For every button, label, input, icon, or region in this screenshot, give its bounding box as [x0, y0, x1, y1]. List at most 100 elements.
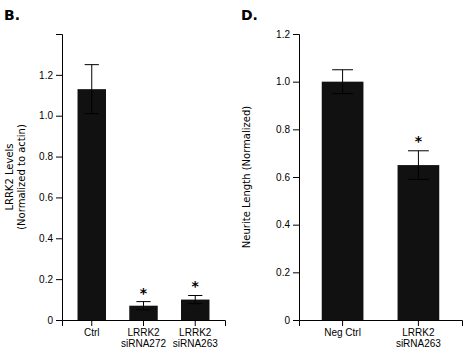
x-tick-label: Ctrl [84, 327, 100, 338]
x-tick: Neg Ctrl [324, 320, 361, 338]
error-bar [136, 302, 150, 310]
y-axis-title: Neurite Length (Normalized) [241, 106, 252, 248]
annotation: * [140, 285, 148, 301]
y-tick-mark [293, 129, 299, 130]
y-axis: 0 0.2 0.4 0.6 0.8 1.0 1.2 [39, 35, 62, 326]
y-axis: 0 0.2 0.4 0.6 0.8 1.0 1.2 [276, 29, 299, 326]
y-tick-mark [56, 75, 62, 76]
y-tick-mark [293, 34, 299, 35]
x-tick: Ctrl [84, 320, 100, 338]
y-tick: 0 [47, 315, 62, 326]
y-tick-label: 0.4 [276, 219, 290, 230]
error-bar [332, 70, 353, 94]
x-axis: Ctrl LRRK2siRNA272 LRRK2siRNA263 [63, 320, 226, 349]
x-tick-mark [91, 320, 92, 326]
y-tick-mark [56, 116, 62, 117]
y-tick-mark [56, 320, 62, 321]
y-tick-mark [293, 320, 299, 321]
error-bar-cap [85, 64, 99, 65]
error-bar-line [418, 151, 419, 180]
error-bar-line [342, 70, 343, 94]
y-axis-title: LRRK2 Levels(Normalized to actin) [4, 124, 27, 230]
y-axis-line [56, 35, 63, 321]
error-bar [85, 65, 99, 114]
error-bar-line [91, 65, 92, 114]
x-tick-mark [342, 320, 343, 326]
y-tick-label: 0.6 [39, 192, 53, 203]
error-bar-cap [408, 150, 429, 151]
x-tick: LRRK2siRNA263 [396, 320, 441, 349]
error-bar [408, 151, 429, 180]
error-bar-line [195, 295, 196, 303]
x-tick-mark [418, 320, 419, 326]
y-tick-label: 0.8 [39, 151, 53, 162]
y-tick: 0.4 [39, 233, 62, 244]
x-tick: LRRK2siRNA272 [121, 320, 166, 349]
annotation: * [192, 278, 200, 294]
y-tick-label: 1.2 [39, 70, 53, 81]
annotation: * [415, 133, 423, 149]
y-tick-label: 0.4 [39, 233, 53, 244]
error-bar-line [143, 302, 144, 310]
y-tick-mark [56, 157, 62, 158]
y-tick: 0.2 [276, 267, 299, 278]
x-tick-mark [143, 320, 144, 326]
y-tick: 0.2 [39, 274, 62, 285]
y-tick-label: 0.8 [276, 124, 290, 135]
panel-title: B. [4, 7, 20, 23]
error-bar-cap [332, 69, 353, 70]
x-tick-label: LRRK2siRNA263 [396, 327, 441, 349]
y-tick-label: 1.0 [276, 76, 290, 87]
y-tick: 0.4 [276, 219, 299, 230]
error-bar-cap [188, 303, 202, 304]
error-bar [188, 295, 202, 303]
y-tick: 0.8 [276, 124, 299, 135]
y-tick: 1.0 [276, 76, 299, 87]
bar [322, 82, 364, 320]
y-tick: 0.8 [39, 151, 62, 162]
panel-title: D. [241, 7, 258, 23]
error-bar-cap [408, 179, 429, 180]
y-tick-label: 1.0 [39, 110, 53, 121]
y-tick-mark [56, 279, 62, 280]
x-axis: Neg Ctrl LRRK2siRNA263 [300, 320, 463, 349]
y-tick-mark [293, 272, 299, 273]
y-tick: 1.2 [39, 70, 62, 81]
y-tick-label: 0.2 [39, 274, 53, 285]
figure: 0 0.2 0.4 0.6 0.8 1.0 1.2 Ctrl LRRK2siRNA272 LRRK… [0, 0, 474, 360]
y-tick-mark [56, 197, 62, 198]
bar [398, 165, 440, 320]
x-tick-label: LRRK2siRNA272 [121, 327, 166, 349]
y-tick-label: 0.6 [276, 172, 290, 183]
y-tick-label: 0 [284, 315, 290, 326]
y-tick-mark [293, 82, 299, 83]
panel: 0 0.2 0.4 0.6 0.8 1.0 1.2 Ctrl LRRK2siRNA272 LRRK… [4, 7, 226, 349]
y-tick-label: 1.2 [276, 29, 290, 40]
y-axis-line [293, 35, 300, 321]
bar [78, 89, 106, 320]
x-tick-label: Neg Ctrl [324, 327, 361, 338]
error-bar-cap [188, 295, 202, 296]
y-tick: 1.2 [276, 29, 299, 40]
y-tick: 0 [284, 315, 299, 326]
x-tick: LRRK2siRNA263 [173, 320, 218, 349]
y-tick-mark [293, 177, 299, 178]
y-tick: 0.6 [39, 192, 62, 203]
y-tick-label: 0 [47, 315, 53, 326]
x-axis-line [300, 321, 463, 327]
y-tick: 0.6 [276, 172, 299, 183]
marks [78, 65, 210, 320]
panel: 0 0.2 0.4 0.6 0.8 1.0 1.2 Neg Ctrl LRRK2siRNA263… [241, 7, 463, 349]
error-bar-cap [332, 93, 353, 94]
x-tick-label: LRRK2siRNA263 [173, 327, 218, 349]
marks [322, 70, 440, 320]
x-tick-mark [195, 320, 196, 326]
y-tick-label: 0.2 [276, 267, 290, 278]
error-bar-cap [136, 309, 150, 310]
y-tick-mark [56, 238, 62, 239]
error-bar-cap [136, 301, 150, 302]
y-tick: 1.0 [39, 110, 62, 121]
x-axis-line [63, 321, 226, 327]
error-bar-cap [85, 113, 99, 114]
y-tick-mark [293, 225, 299, 226]
